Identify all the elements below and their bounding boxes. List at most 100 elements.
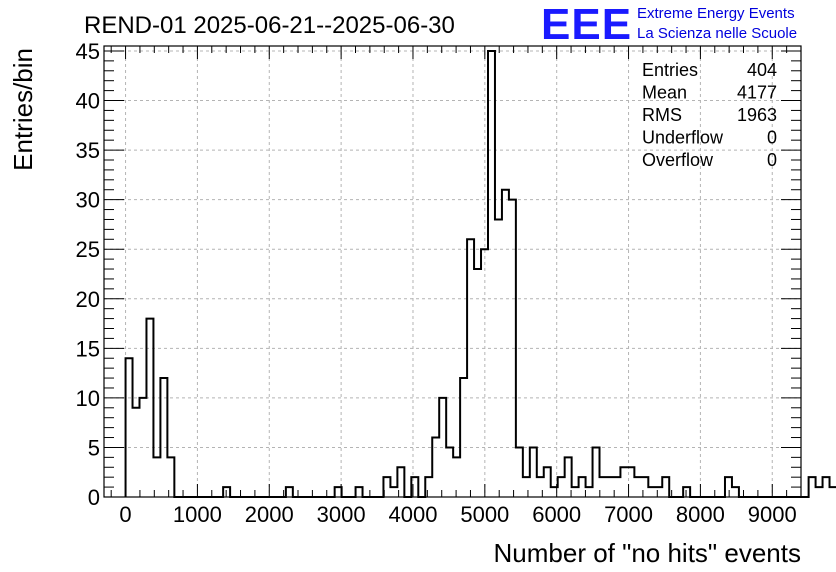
histogram-bin	[558, 477, 565, 497]
histogram-bin	[516, 447, 523, 497]
histogram-bin	[662, 477, 669, 497]
logo-mark: EEE	[541, 0, 632, 49]
y-tick-label: 30	[76, 188, 100, 213]
y-axis-title: Entries/bin	[8, 48, 38, 171]
histogram-bin	[390, 487, 397, 497]
histogram-bin	[139, 398, 146, 497]
x-tick-label: 9000	[748, 502, 797, 527]
x-tick-label: 4000	[389, 502, 438, 527]
histogram-bin	[481, 249, 488, 497]
histogram-bin	[495, 219, 502, 497]
histogram-bin	[425, 477, 432, 497]
histogram-bin	[572, 487, 579, 497]
histogram-bin	[488, 51, 495, 497]
histogram-bin	[830, 487, 836, 497]
histogram-bin	[126, 358, 133, 497]
stat-value: 1963	[737, 105, 777, 125]
y-tick-labels: 0 5 10 15 20 25 30 35 40 45	[76, 39, 100, 510]
histogram-bin	[411, 477, 418, 497]
histogram-bin	[509, 200, 516, 497]
histogram-bin	[133, 408, 140, 497]
histogram-bin	[600, 477, 607, 497]
y-tick-label: 0	[88, 485, 100, 510]
x-tick-label: 3000	[317, 502, 366, 527]
histogram-bin	[648, 487, 655, 497]
y-tick-label: 45	[76, 39, 100, 64]
y-tick-label: 35	[76, 138, 100, 163]
chart-title: REND-01 2025-06-21--2025-06-30	[84, 12, 455, 39]
histogram-bin	[474, 269, 481, 497]
histogram-bin	[683, 487, 690, 497]
y-tick-label: 5	[88, 435, 100, 460]
histogram-bin	[523, 477, 530, 497]
x-tick-label: 0	[119, 502, 131, 527]
x-tick-label: 1000	[173, 502, 222, 527]
histogram-bin	[544, 467, 551, 497]
histogram-bin	[732, 487, 739, 497]
histogram-bin	[502, 190, 509, 497]
histogram-bin	[823, 477, 830, 497]
histogram-bin	[551, 487, 558, 497]
y-tick-label: 20	[76, 287, 100, 312]
histogram-bin	[620, 467, 627, 497]
histogram-bin	[537, 477, 544, 497]
histogram-bin	[816, 487, 823, 497]
histogram-bin	[223, 487, 230, 497]
histogram-bin	[356, 487, 363, 497]
histogram-bin	[153, 457, 160, 497]
histogram-bin	[655, 487, 662, 497]
x-tick-label: 7000	[604, 502, 653, 527]
histogram-bin	[286, 487, 293, 497]
plot-frame	[103, 45, 802, 498]
histogram-bin	[565, 457, 572, 497]
histogram-bin	[579, 477, 586, 497]
x-tick-label: 5000	[460, 502, 509, 527]
histogram-bin	[613, 477, 620, 497]
stat-label: Underflow	[642, 128, 724, 148]
histogram-bin	[160, 378, 167, 497]
axis-ticks	[104, 46, 802, 498]
histogram-bin	[809, 477, 816, 497]
histogram-bin	[467, 239, 474, 497]
histogram-bin	[593, 447, 600, 497]
histogram-bin	[725, 477, 732, 497]
logo-line-1: Extreme Energy Events	[637, 5, 795, 22]
histogram-bin	[335, 487, 342, 497]
histogram-bin	[453, 457, 460, 497]
stat-value: 0	[767, 150, 777, 170]
stats-box: Entries 404 Mean 4177 RMS 1963 Underflow 0 Overf…	[642, 60, 777, 170]
x-tick-label: 8000	[676, 502, 725, 527]
x-tick-label: 2000	[245, 502, 294, 527]
y-tick-label: 15	[76, 336, 100, 361]
histogram-bin	[397, 467, 404, 497]
y-tick-label: 25	[76, 237, 100, 262]
histogram-bin	[586, 487, 593, 497]
y-tick-label: 10	[76, 386, 100, 411]
grid	[104, 46, 801, 497]
stat-value: 0	[767, 128, 777, 148]
histogram-bin	[641, 477, 648, 497]
histogram-bin	[146, 319, 153, 497]
histogram-series	[124, 49, 836, 498]
stat-label: RMS	[642, 105, 682, 125]
histogram-bin	[446, 447, 453, 497]
x-tick-label: 6000	[532, 502, 581, 527]
logo-line-2: La Scienza nelle Scuole	[637, 25, 797, 42]
histogram-bin	[460, 378, 467, 497]
histogram-bin	[530, 447, 537, 497]
stat-value: 4177	[737, 83, 777, 103]
histogram-bin	[432, 438, 439, 497]
histogram-bin	[634, 477, 641, 497]
stat-label: Entries	[642, 60, 698, 80]
eee-logo: EEE Extreme Energy Events La Scienza nel…	[541, 0, 797, 49]
stat-label: Mean	[642, 83, 687, 103]
y-tick-label: 40	[76, 89, 100, 114]
histogram-bin	[167, 457, 174, 497]
x-axis-title: Number of "no hits" events	[494, 538, 802, 568]
x-tick-labels: 0 1000 2000 3000 4000 5000 6000 7000 8000 9000	[119, 502, 796, 527]
histogram-bin	[606, 477, 613, 497]
histogram-bin	[627, 467, 634, 497]
histogram-bin	[439, 398, 446, 497]
stat-label: Overflow	[642, 150, 714, 170]
